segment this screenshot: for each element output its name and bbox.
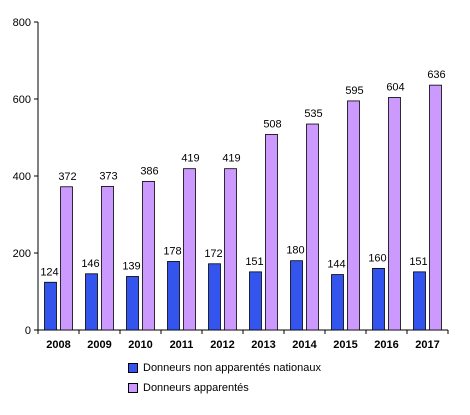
x-tick-label: 2009 [87,339,111,351]
data-label-series-1: 151 [245,256,263,268]
bar-series-2 [429,84,442,331]
data-label-series-1: 178 [163,245,181,257]
y-tick-label: 800 [13,17,31,29]
bar-series-1 [372,267,385,331]
y-tick-label: 400 [13,171,31,183]
x-tick-label: 2015 [333,339,357,351]
x-tick-label: 2010 [128,339,152,351]
data-label-series-1: 146 [81,258,99,270]
data-label-series-2: 373 [99,170,117,182]
bar-series-1 [85,273,98,331]
data-label-series-2: 595 [345,85,363,97]
bar-series-1 [413,271,426,331]
bar-series-2 [388,97,401,331]
data-label-series-2: 604 [386,81,404,93]
x-tick-label: 2013 [251,339,275,351]
legend-swatch-series-2 [128,383,138,393]
legend-label-series-2: Donneurs apparentés [143,382,249,394]
legend-item-series-2: Donneurs apparentés [128,378,321,398]
bar-series-2 [142,180,155,331]
x-tick-label: 2017 [415,339,439,351]
data-label-series-2: 636 [427,69,445,81]
data-label-series-1: 151 [409,256,427,268]
data-label-series-2: 386 [140,165,158,177]
x-tick-label: 2016 [374,339,398,351]
bar-series-2 [183,168,196,331]
bar-series-2 [224,168,237,331]
legend-item-series-1: Donneurs non apparentés nationaux [128,358,321,378]
data-label-series-2: 535 [304,108,322,120]
bar-series-1 [44,281,57,331]
bar-series-1 [167,261,180,331]
y-tick-label: 600 [13,94,31,106]
bar-series-2 [60,186,73,331]
bar-series-1 [208,263,221,331]
x-tick-label: 2011 [170,339,194,351]
data-label-series-1: 144 [327,259,345,271]
data-label-series-1: 139 [122,260,140,272]
data-label-series-2: 419 [222,153,240,165]
bar-series-1 [290,260,303,331]
bar-series-2 [265,134,278,331]
x-tick-label: 2014 [292,339,317,351]
y-tick-label: 0 [25,325,31,337]
legend: Donneurs non apparentés nationaux Donneu… [128,358,321,398]
bar-series-1 [126,276,139,331]
bar-series-1 [249,271,262,331]
data-label-series-1: 172 [204,248,222,260]
y-tick-label: 200 [13,248,31,260]
legend-label-series-1: Donneurs non apparentés nationaux [143,362,321,374]
x-tick-label: 2008 [46,339,70,351]
bar-series-2 [101,185,114,331]
legend-swatch-series-1 [128,363,138,373]
x-tick-label: 2012 [210,339,234,351]
bar-series-2 [347,100,360,331]
data-label-series-1: 124 [40,266,58,278]
data-label-series-1: 180 [286,245,304,257]
data-label-series-1: 160 [368,252,386,264]
data-label-series-2: 372 [58,171,76,183]
bar-series-1 [331,274,344,331]
data-label-series-2: 419 [181,153,199,165]
data-label-series-2: 508 [263,118,281,130]
bar-series-2 [306,123,319,331]
